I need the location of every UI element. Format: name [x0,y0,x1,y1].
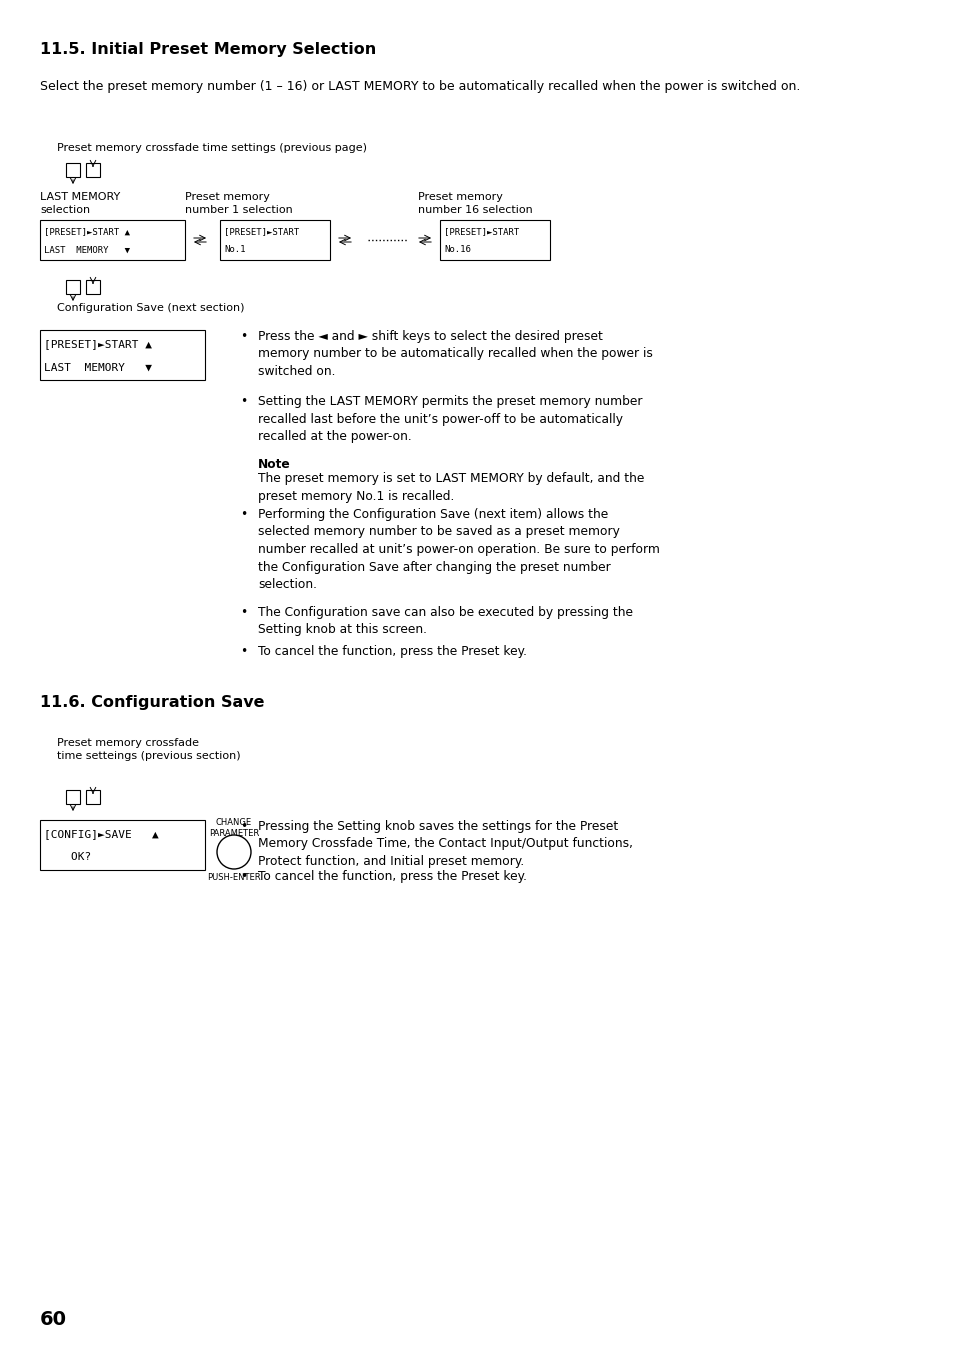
Text: [PRESET]►START ▲: [PRESET]►START ▲ [44,227,130,235]
Text: To cancel the function, press the Preset key.: To cancel the function, press the Preset… [257,644,526,658]
Text: No.1: No.1 [224,246,245,254]
Text: No.16: No.16 [443,246,471,254]
Text: •: • [240,820,247,834]
Text: Select the preset memory number (1 – 16) or LAST MEMORY to be automatically reca: Select the preset memory number (1 – 16)… [40,80,800,93]
FancyBboxPatch shape [40,220,185,259]
Text: Press the ◄ and ► shift keys to select the desired preset
memory number to be au: Press the ◄ and ► shift keys to select t… [257,330,652,378]
Text: LAST  MEMORY   ▼: LAST MEMORY ▼ [44,362,152,373]
Text: LAST MEMORY
selection: LAST MEMORY selection [40,192,120,215]
Text: CHANGE
PARAMETER: CHANGE PARAMETER [209,817,259,838]
Circle shape [216,835,251,869]
Bar [66,790,80,804]
Text: 11.6. Configuration Save: 11.6. Configuration Save [40,694,264,711]
Text: 11.5. Initial Preset Memory Selection: 11.5. Initial Preset Memory Selection [40,42,375,57]
Bar [86,280,100,295]
Text: LAST  MEMORY   ▼: LAST MEMORY ▼ [44,246,130,254]
Text: The Configuration save can also be executed by pressing the
Setting knob at this: The Configuration save can also be execu… [257,607,633,636]
Text: PUSH-ENTER: PUSH-ENTER [207,873,260,882]
Text: •: • [240,870,247,884]
Text: [PRESET]►START: [PRESET]►START [224,227,299,235]
Text: OK?: OK? [44,852,91,862]
Text: •: • [240,394,247,408]
Bar [86,790,100,804]
Text: Preset memory crossfade time settings (previous page): Preset memory crossfade time settings (p… [57,143,367,153]
Text: To cancel the function, press the Preset key.: To cancel the function, press the Preset… [257,870,526,884]
Text: Preset memory
number 1 selection: Preset memory number 1 selection [185,192,293,215]
Text: Note: Note [257,458,291,471]
Text: [PRESET]►START ▲: [PRESET]►START ▲ [44,339,152,349]
Text: •: • [240,330,247,343]
Text: Pressing the Setting knob saves the settings for the Preset
Memory Crossfade Tim: Pressing the Setting knob saves the sett… [257,820,633,867]
Text: Preset memory
number 16 selection: Preset memory number 16 selection [417,192,532,215]
Text: 60: 60 [40,1310,67,1329]
Bar [86,163,100,177]
FancyBboxPatch shape [40,820,205,870]
Text: •: • [240,508,247,521]
FancyBboxPatch shape [220,220,330,259]
Text: Performing the Configuration Save (next item) allows the
selected memory number : Performing the Configuration Save (next … [257,508,659,590]
Text: [PRESET]►START: [PRESET]►START [443,227,518,235]
Bar [66,280,80,295]
Text: [CONFIG]►SAVE   ▲: [CONFIG]►SAVE ▲ [44,830,158,839]
Text: Preset memory crossfade
time setteings (previous section): Preset memory crossfade time setteings (… [57,738,240,761]
Text: Setting the LAST MEMORY permits the preset memory number
recalled last before th: Setting the LAST MEMORY permits the pres… [257,394,641,443]
Text: •: • [240,607,247,619]
FancyBboxPatch shape [40,330,205,380]
Bar [66,163,80,177]
FancyBboxPatch shape [439,220,550,259]
Text: Configuration Save (next section): Configuration Save (next section) [57,303,244,313]
Text: The preset memory is set to LAST MEMORY by default, and the
preset memory No.1 i: The preset memory is set to LAST MEMORY … [257,471,643,503]
Text: •: • [240,644,247,658]
